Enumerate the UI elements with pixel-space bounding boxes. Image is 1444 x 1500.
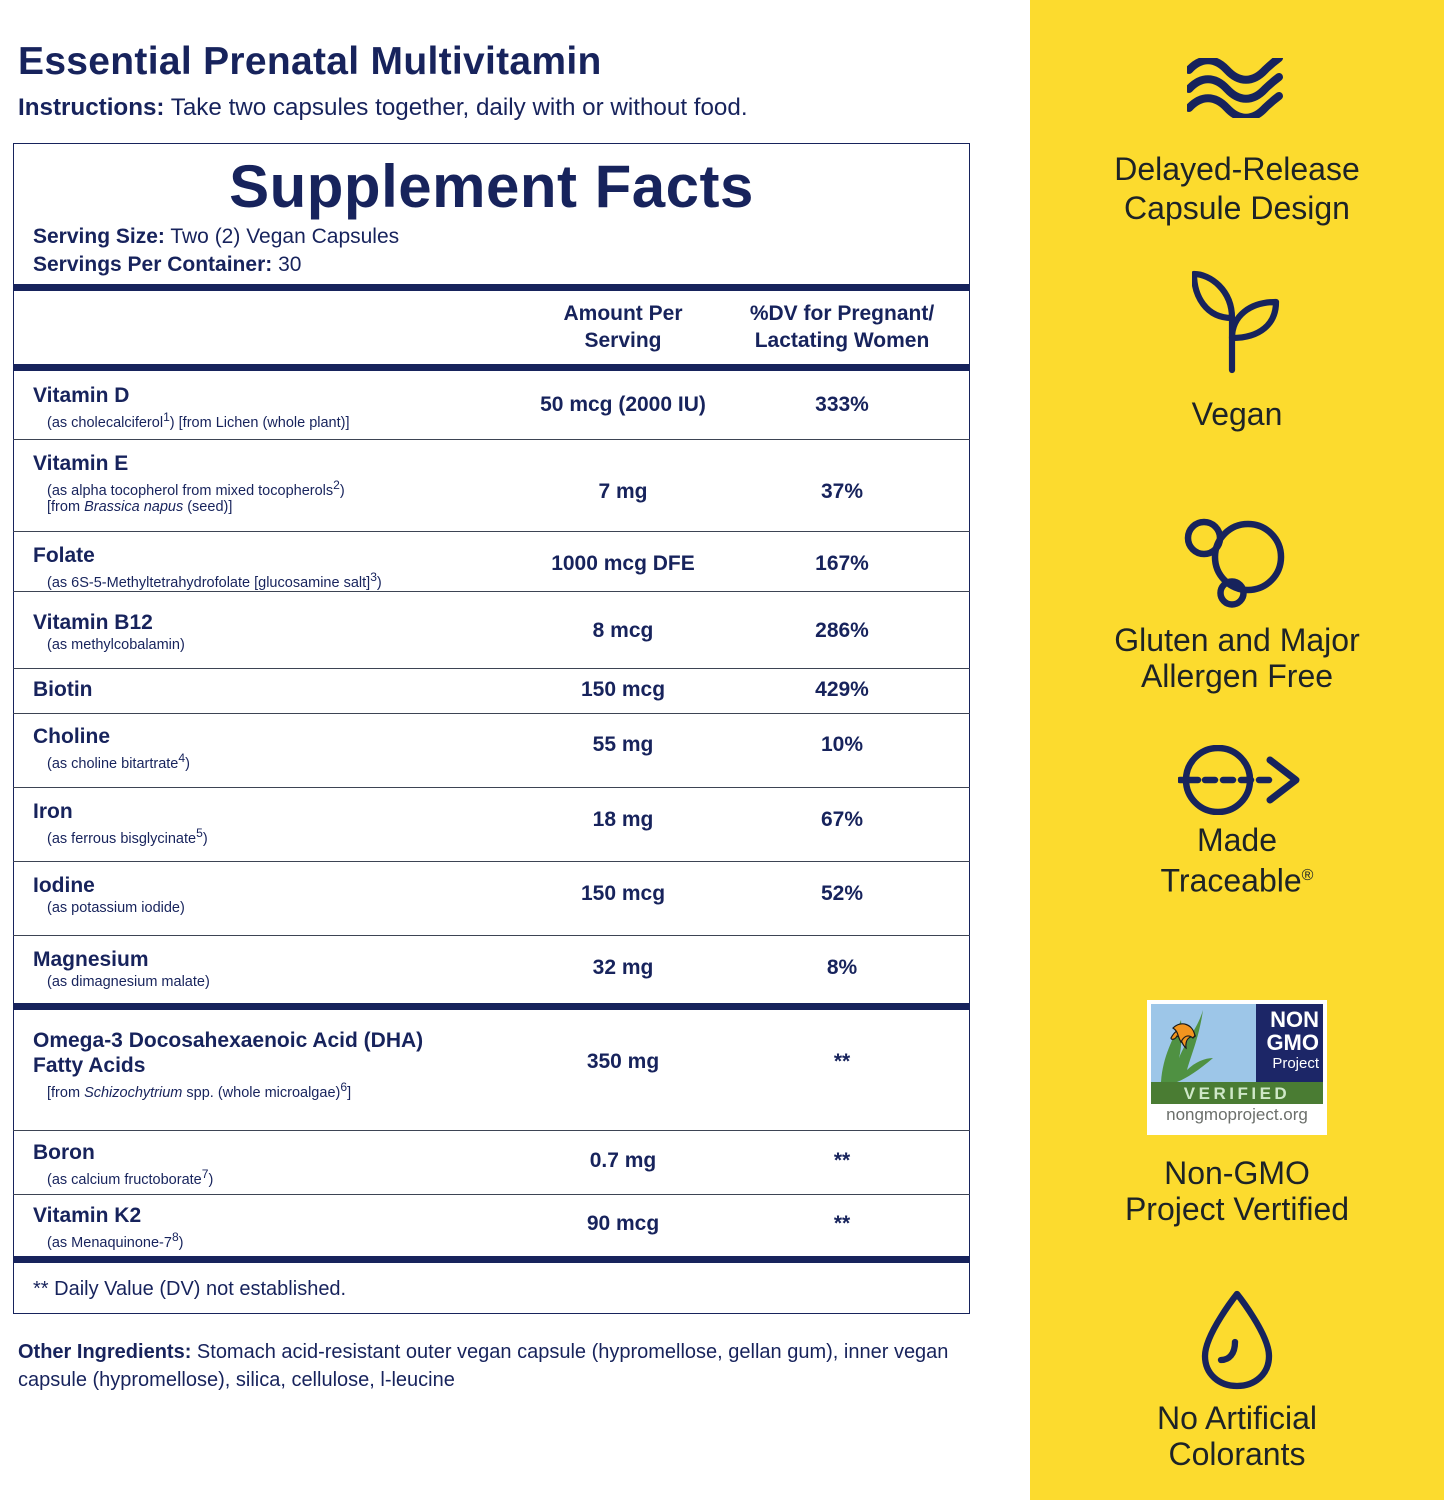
svg-text:Project: Project (1272, 1055, 1320, 1072)
svg-text:VERIFIED: VERIFIED (1184, 1084, 1290, 1103)
svg-text:NON: NON (1270, 1007, 1319, 1032)
svg-text:GMO: GMO (1266, 1030, 1319, 1055)
svg-text:nongmoproject.org: nongmoproject.org (1166, 1105, 1308, 1124)
